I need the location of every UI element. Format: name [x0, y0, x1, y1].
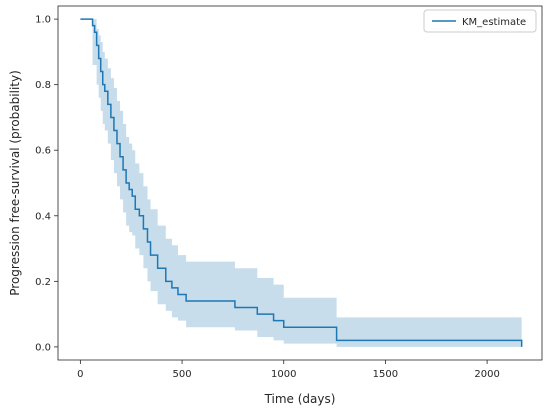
x-tick-label: 1000 — [271, 369, 296, 380]
y-axis-ticks: 0.0 0.2 0.4 0.6 0.8 1.0 — [35, 15, 58, 353]
km-survival-line — [80, 18, 523, 347]
x-tick-label: 2000 — [474, 369, 499, 380]
x-axis-label: Time (days) — [264, 392, 336, 406]
y-axis-label: Progression free-survival (probability) — [8, 70, 22, 296]
y-tick-label: 0.8 — [35, 80, 51, 91]
x-axis-ticks: 0 500 1000 1500 2000 — [77, 360, 500, 380]
plot-frame — [57, 5, 543, 361]
y-tick-label: 0.4 — [35, 211, 51, 222]
y-tick-label: 1.0 — [35, 15, 51, 26]
x-tick-label: 500 — [173, 369, 192, 380]
legend-label: KM_estimate — [462, 17, 526, 28]
x-tick-label: 0 — [77, 369, 83, 380]
y-tick-label: 0.6 — [35, 146, 51, 157]
plot-area — [58, 6, 542, 360]
y-tick-label: 0.0 — [35, 342, 51, 353]
legend: KM_estimate — [423, 9, 537, 33]
legend-box — [423, 9, 537, 33]
confidence-band — [80, 19, 522, 347]
x-tick-label: 1500 — [373, 369, 398, 380]
y-tick-label: 0.2 — [35, 277, 51, 288]
